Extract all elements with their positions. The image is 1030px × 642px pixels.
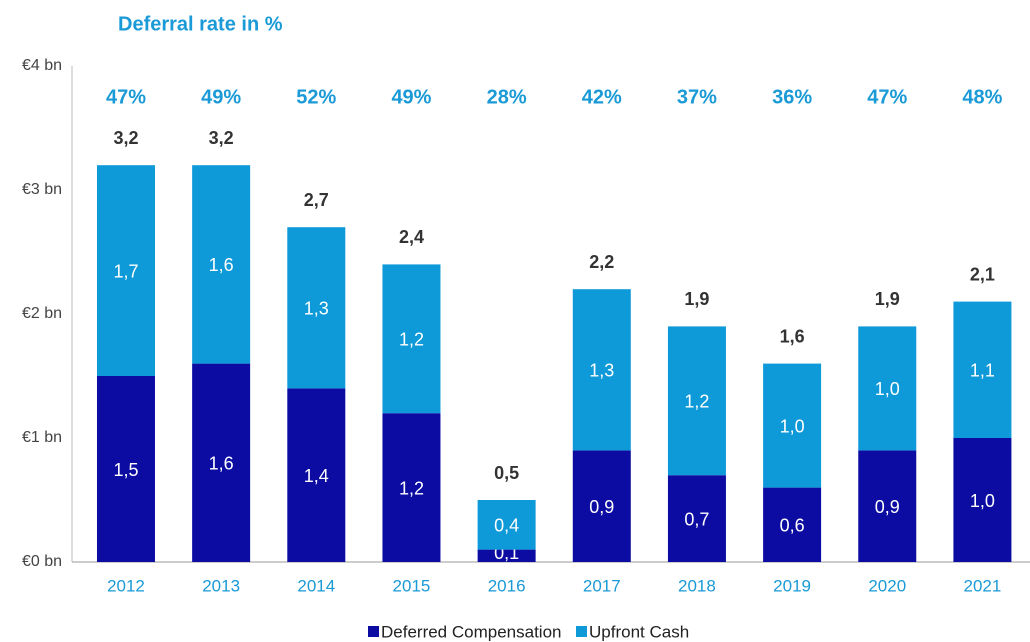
value-label: 0,4	[494, 516, 519, 536]
bar-segment	[953, 301, 1012, 438]
bar-segment	[572, 289, 631, 451]
deferral-rate-label: 48%	[962, 86, 1002, 108]
value-label: 0,7	[684, 509, 709, 529]
deferral-rate-label: 42%	[582, 86, 622, 108]
value-label: 1,2	[684, 392, 709, 412]
bar-segment	[382, 264, 441, 414]
legend-label: Deferred Compensation	[381, 622, 561, 641]
deferral-rate-label: 49%	[201, 86, 241, 108]
bar-segment	[287, 388, 346, 562]
x-tick-label: 2020	[868, 576, 906, 595]
bar-segment	[667, 475, 726, 562]
x-tick-label: 2019	[773, 576, 811, 595]
legend-swatch	[368, 626, 379, 637]
total-label: 2,1	[970, 264, 995, 284]
value-label: 1,2	[399, 478, 424, 498]
total-label: 1,6	[780, 326, 805, 346]
x-tick-label: 2014	[297, 576, 335, 595]
deferral-rate-label: 52%	[296, 86, 336, 108]
x-tick-label: 2021	[964, 576, 1002, 595]
deferral-rate-label: 28%	[487, 86, 527, 108]
y-tick-label: €3 bn	[22, 181, 62, 198]
bar-segment	[763, 487, 822, 562]
bar-segment	[858, 326, 917, 451]
deferral-rate-label: 47%	[106, 86, 146, 108]
value-label: 0,9	[589, 497, 614, 517]
value-label: 1,0	[875, 379, 900, 399]
bar-segment	[572, 450, 631, 562]
value-label: 0,9	[875, 497, 900, 517]
y-tick-label: €2 bn	[22, 305, 62, 322]
deferral-rate-label: 47%	[867, 86, 907, 108]
x-tick-label: 2013	[202, 576, 240, 595]
value-label: 1,7	[113, 261, 138, 281]
value-label: 1,6	[209, 454, 234, 474]
x-tick-label: 2018	[678, 576, 716, 595]
total-label: 2,4	[399, 227, 424, 247]
value-label: 1,1	[970, 361, 995, 381]
total-label: 1,9	[684, 289, 709, 309]
bar-segment	[192, 363, 251, 562]
x-tick-label: 2017	[583, 576, 621, 595]
bar-segment	[382, 413, 441, 562]
value-label: 1,4	[304, 466, 329, 486]
deferral-rate-label: 36%	[772, 86, 812, 108]
x-tick-label: 2012	[107, 576, 145, 595]
value-label: 1,3	[589, 361, 614, 381]
bar-segment	[477, 549, 536, 562]
bar-segment	[287, 227, 346, 389]
bar-segment	[96, 165, 155, 376]
value-label: 1,0	[970, 491, 995, 511]
x-tick-label: 2016	[488, 576, 526, 595]
bar-segment	[858, 450, 917, 562]
deferral-rate-label: 37%	[677, 86, 717, 108]
bar-segment	[667, 326, 726, 476]
deferral-rate-label: 49%	[391, 86, 431, 108]
bar-segment	[953, 438, 1012, 562]
y-tick-label: €4 bn	[22, 57, 62, 74]
total-label: 1,9	[875, 289, 900, 309]
total-label: 2,2	[589, 252, 614, 272]
bar-segment	[192, 165, 251, 364]
value-label: 1,3	[304, 299, 329, 319]
total-label: 3,2	[209, 128, 234, 148]
x-tick-label: 2015	[393, 576, 431, 595]
value-label: 1,2	[399, 330, 424, 350]
total-label: 3,2	[113, 128, 138, 148]
total-label: 0,5	[494, 463, 519, 483]
y-tick-label: €1 bn	[22, 429, 62, 446]
chart-title: Deferral rate in %	[118, 13, 283, 35]
value-label: 0,6	[780, 516, 805, 536]
y-tick-label: €0 bn	[22, 553, 62, 570]
bar-segment	[477, 500, 536, 550]
bar-segment	[763, 363, 822, 488]
legend-label: Upfront Cash	[589, 622, 689, 641]
value-label: 1,6	[209, 255, 234, 275]
value-label: 1,5	[113, 460, 138, 480]
legend-swatch	[576, 626, 587, 637]
bar-segment	[96, 376, 155, 562]
value-label: 1,0	[780, 416, 805, 436]
total-label: 2,7	[304, 190, 329, 210]
